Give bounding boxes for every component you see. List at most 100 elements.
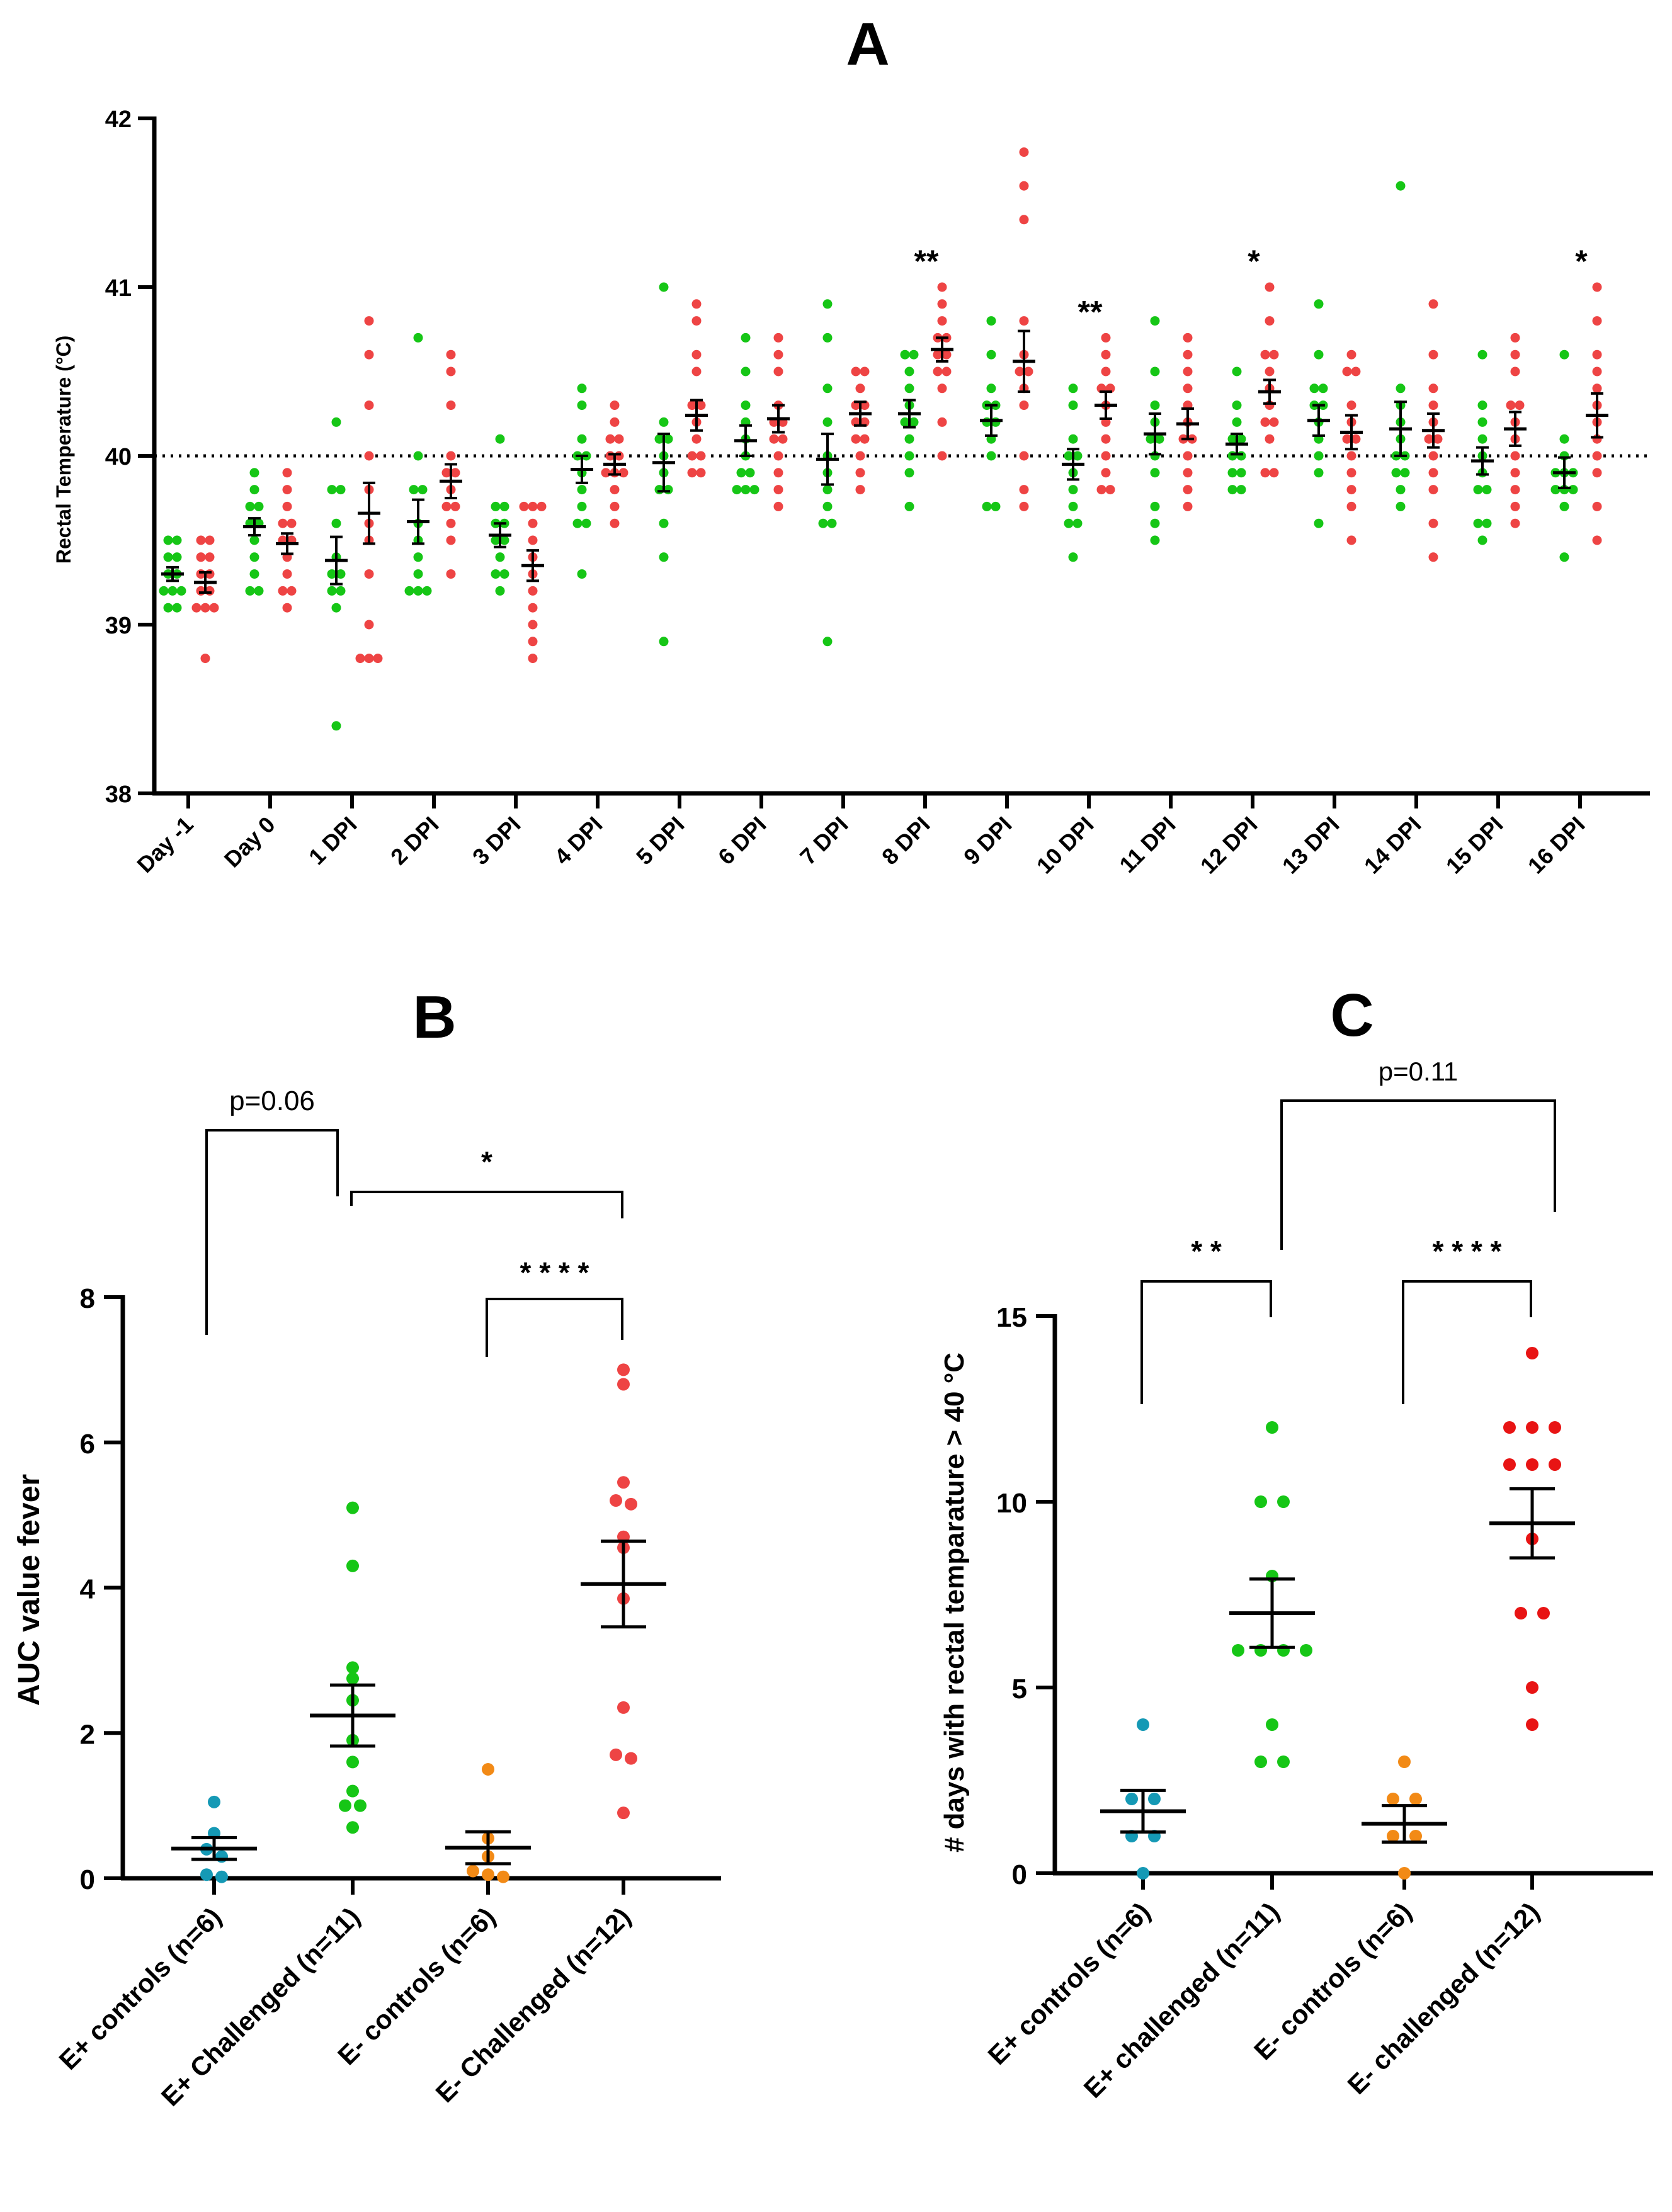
pb-point-group-3 (482, 1868, 494, 1881)
a-point-e-minus (446, 451, 456, 461)
a-point-e-minus (278, 586, 288, 596)
pb-point-group-1 (215, 1870, 228, 1883)
a-point-e-plus (422, 586, 432, 596)
a-point-e-minus (773, 349, 783, 360)
a-point-e-plus (904, 434, 914, 444)
a-point-e-minus (1019, 400, 1029, 411)
a-point-e-plus (159, 586, 169, 596)
a-point-e-plus (1477, 417, 1487, 427)
a-x-tick-label: 6 DPI (713, 812, 771, 870)
a-x-tick-label: 7 DPI (795, 812, 853, 870)
a-point-e-minus (1019, 147, 1029, 157)
a-point-e-plus (1150, 535, 1160, 545)
a-point-e-minus (1346, 535, 1356, 545)
a-point-e-plus (1068, 383, 1078, 394)
a-point-e-plus (1477, 349, 1487, 360)
pb-point-group-4 (610, 1494, 622, 1507)
a-point-e-plus (904, 501, 914, 511)
a-significance-marker: ** (914, 244, 939, 279)
a-point-e-plus (822, 417, 833, 427)
a-point-e-minus (519, 501, 529, 511)
a-point-e-plus (741, 400, 751, 411)
a-point-e-plus (499, 501, 509, 511)
a-y-tick-label: 38 (105, 781, 132, 808)
pb-y-axis-label: AUC value fever (13, 1474, 46, 1706)
a-point-e-minus (205, 552, 215, 562)
a-point-e-minus (773, 366, 783, 377)
pc-comparison-label: * * (1191, 1235, 1222, 1268)
a-y-tick-label: 39 (105, 613, 132, 639)
a-point-e-plus (818, 518, 828, 528)
a-point-e-minus (1510, 349, 1520, 360)
pc-y-axis-label: # days with rectal temparature > 40 °C (939, 1353, 970, 1852)
pc-point-group-4 (1526, 1347, 1538, 1359)
pc-point-group-4 (1526, 1718, 1538, 1731)
pb-comparison-label: * * * * (520, 1256, 589, 1289)
a-significance-marker: ** (1078, 294, 1103, 329)
a-point-e-plus (904, 383, 914, 394)
pb-y-tick-label: 0 (80, 1864, 95, 1895)
a-point-e-minus (855, 468, 865, 478)
a-point-e-plus (577, 383, 587, 394)
pc-point-group-3 (1387, 1830, 1399, 1842)
a-point-e-plus (986, 451, 996, 461)
a-point-e-plus (1473, 518, 1483, 528)
a-point-e-plus (659, 417, 669, 427)
pb-point-group-2 (354, 1799, 367, 1812)
a-point-e-minus (851, 366, 861, 377)
pc-point-group-4 (1503, 1458, 1516, 1471)
panel-letter-a: A (846, 11, 889, 78)
a-point-e-minus (1433, 434, 1443, 444)
a-point-e-plus (1559, 349, 1569, 360)
a-point-e-minus (528, 637, 538, 647)
a-x-tick-label: 14 DPI (1359, 812, 1426, 879)
a-point-e-plus (495, 434, 505, 444)
a-point-e-minus (373, 654, 383, 664)
a-point-e-minus (1105, 485, 1115, 495)
a-point-e-minus (605, 434, 615, 444)
a-point-e-plus (1309, 383, 1319, 394)
a-point-e-minus (364, 620, 374, 630)
a-point-e-plus (413, 451, 423, 461)
pb-point-group-2 (339, 1799, 351, 1812)
a-point-e-plus (327, 569, 337, 579)
a-point-e-minus (937, 383, 947, 394)
pc-point-group-4 (1526, 1681, 1538, 1694)
a-point-e-minus (1019, 316, 1029, 326)
a-point-e-plus (331, 518, 341, 528)
a-point-e-plus (249, 485, 259, 495)
a-point-e-plus (404, 586, 414, 596)
a-point-e-plus (1150, 468, 1160, 478)
a-point-e-minus (941, 366, 952, 377)
pc-point-group-3 (1409, 1830, 1422, 1842)
a-point-e-plus (1064, 451, 1074, 461)
a-point-e-plus (986, 383, 996, 394)
a-point-e-plus (327, 485, 337, 495)
a-point-e-plus (168, 586, 178, 596)
a-point-e-plus (245, 586, 255, 596)
a-point-e-plus (1559, 552, 1569, 562)
a-point-e-minus (1342, 366, 1352, 377)
a-point-e-plus (991, 501, 1001, 511)
a-point-e-minus (937, 282, 947, 292)
a-point-e-plus (1236, 468, 1246, 478)
a-point-e-plus (654, 434, 664, 444)
a-point-e-plus (1064, 518, 1074, 528)
a-point-e-minus (1346, 485, 1356, 495)
a-x-tick-label: 13 DPI (1277, 812, 1345, 879)
a-point-e-plus (822, 637, 833, 647)
a-point-e-minus (691, 299, 702, 309)
pc-y-tick-label: 10 (996, 1488, 1027, 1519)
pc-point-group-3 (1398, 1867, 1411, 1880)
a-point-e-minus (773, 485, 783, 495)
a-point-e-minus (1592, 383, 1602, 394)
a-point-e-plus (1146, 434, 1156, 444)
pb-comparison-label: * (481, 1145, 492, 1178)
a-point-e-plus (409, 485, 419, 495)
a-point-e-plus (336, 569, 346, 579)
a-point-e-plus (1232, 400, 1242, 411)
a-point-e-minus (687, 400, 697, 411)
pc-comparison-bracket (1402, 1280, 1532, 1404)
a-point-e-minus (528, 654, 538, 664)
pc-y-tick-label: 15 (996, 1302, 1027, 1333)
